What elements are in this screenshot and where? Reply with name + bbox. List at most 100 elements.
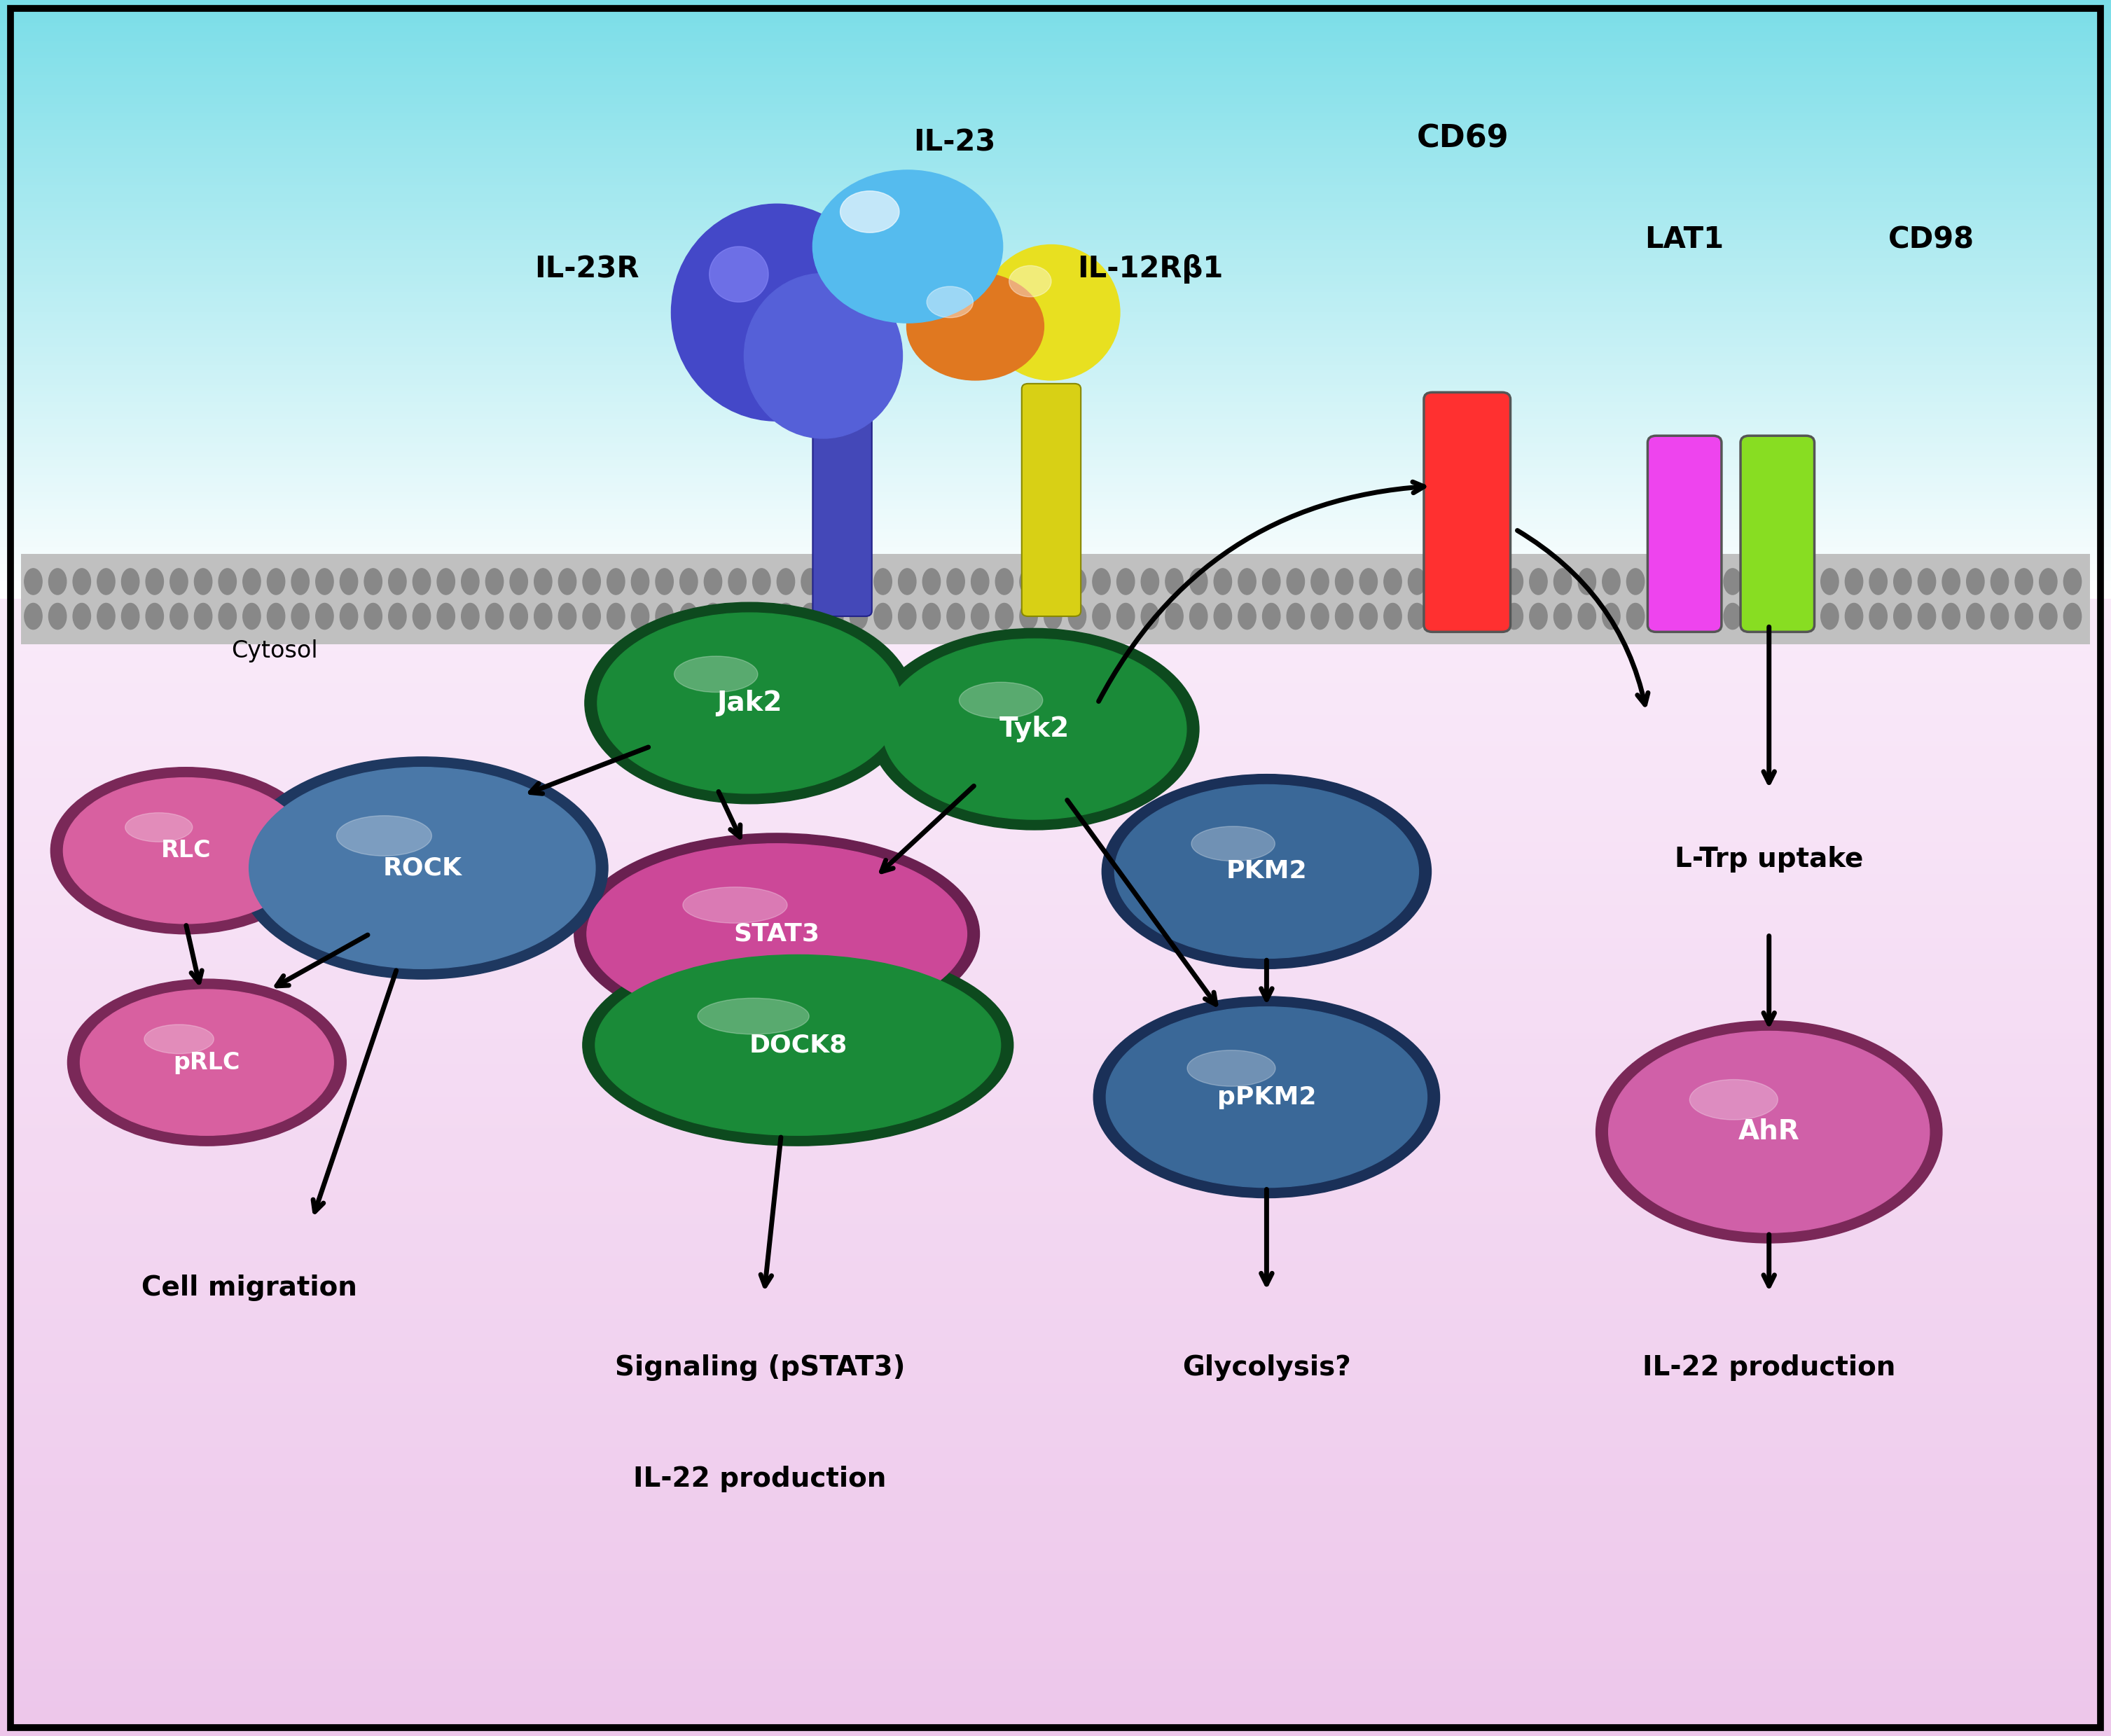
Ellipse shape [840,191,899,233]
Text: IL-23: IL-23 [914,128,994,156]
Ellipse shape [486,602,502,628]
Ellipse shape [1651,602,1668,628]
Ellipse shape [1796,568,1813,594]
Ellipse shape [1822,602,1839,628]
Ellipse shape [1505,602,1522,628]
Ellipse shape [1919,568,1936,594]
Ellipse shape [825,568,842,594]
FancyBboxPatch shape [1649,436,1723,632]
Ellipse shape [813,170,1003,323]
Text: Jak2: Jak2 [716,689,783,717]
Ellipse shape [1165,602,1182,628]
Text: LAT1: LAT1 [1644,226,1725,253]
Ellipse shape [825,602,842,628]
Ellipse shape [1579,602,1596,628]
Ellipse shape [1894,568,1910,594]
Ellipse shape [1311,602,1328,628]
Ellipse shape [268,568,285,594]
Ellipse shape [2016,602,2033,628]
Ellipse shape [336,816,433,856]
Ellipse shape [1919,602,1936,628]
Ellipse shape [728,602,745,628]
Ellipse shape [1142,568,1159,594]
Ellipse shape [1991,602,2008,628]
Ellipse shape [657,568,673,594]
Ellipse shape [802,602,819,628]
Ellipse shape [68,979,346,1146]
Ellipse shape [122,568,139,594]
Ellipse shape [1457,568,1473,594]
Ellipse shape [705,568,722,594]
Ellipse shape [388,602,405,628]
Ellipse shape [144,1024,213,1054]
Ellipse shape [597,613,901,793]
Ellipse shape [1870,602,1887,628]
Ellipse shape [1748,602,1765,628]
Ellipse shape [971,568,988,594]
Text: Cytosol: Cytosol [230,639,319,663]
Ellipse shape [1093,568,1110,594]
Ellipse shape [1651,568,1668,594]
Ellipse shape [657,602,673,628]
Ellipse shape [595,955,1001,1135]
Ellipse shape [25,602,42,628]
Ellipse shape [414,602,431,628]
Ellipse shape [1845,568,1862,594]
Ellipse shape [1689,1080,1777,1120]
Ellipse shape [851,568,868,594]
Ellipse shape [1870,568,1887,594]
Ellipse shape [1288,568,1305,594]
Ellipse shape [899,568,916,594]
Ellipse shape [608,568,625,594]
Ellipse shape [340,602,357,628]
Ellipse shape [996,602,1013,628]
Ellipse shape [1336,602,1353,628]
Ellipse shape [559,568,576,594]
Ellipse shape [291,602,308,628]
Ellipse shape [74,568,91,594]
Ellipse shape [1628,602,1644,628]
Ellipse shape [608,602,625,628]
Ellipse shape [1942,568,1959,594]
Ellipse shape [1482,568,1499,594]
Ellipse shape [317,568,334,594]
Ellipse shape [243,602,260,628]
Ellipse shape [1554,602,1571,628]
Ellipse shape [194,568,211,594]
Ellipse shape [1845,602,1862,628]
Ellipse shape [908,273,1043,380]
Ellipse shape [948,602,965,628]
Ellipse shape [1311,568,1328,594]
Ellipse shape [1699,602,1716,628]
Text: IL-22 production: IL-22 production [633,1465,887,1493]
Ellipse shape [1239,602,1256,628]
Ellipse shape [1796,602,1813,628]
Ellipse shape [437,568,454,594]
Text: pRLC: pRLC [173,1050,241,1075]
Ellipse shape [1967,568,1984,594]
Ellipse shape [1191,826,1275,861]
Ellipse shape [777,602,794,628]
Text: DOCK8: DOCK8 [749,1033,847,1057]
Ellipse shape [927,286,973,318]
Ellipse shape [585,602,914,804]
Ellipse shape [220,568,236,594]
Ellipse shape [80,990,334,1135]
Ellipse shape [220,602,236,628]
Ellipse shape [51,767,321,934]
Ellipse shape [682,887,787,924]
Ellipse shape [74,602,91,628]
Ellipse shape [534,602,551,628]
Ellipse shape [631,602,648,628]
Ellipse shape [268,602,285,628]
Ellipse shape [574,833,980,1035]
Ellipse shape [899,602,916,628]
Ellipse shape [996,568,1013,594]
Ellipse shape [1239,568,1256,594]
Ellipse shape [2039,568,2056,594]
Ellipse shape [1505,568,1522,594]
Ellipse shape [754,602,771,628]
Ellipse shape [1115,785,1419,958]
FancyBboxPatch shape [1739,436,1813,632]
Text: IL-22 production: IL-22 production [1642,1354,1896,1382]
